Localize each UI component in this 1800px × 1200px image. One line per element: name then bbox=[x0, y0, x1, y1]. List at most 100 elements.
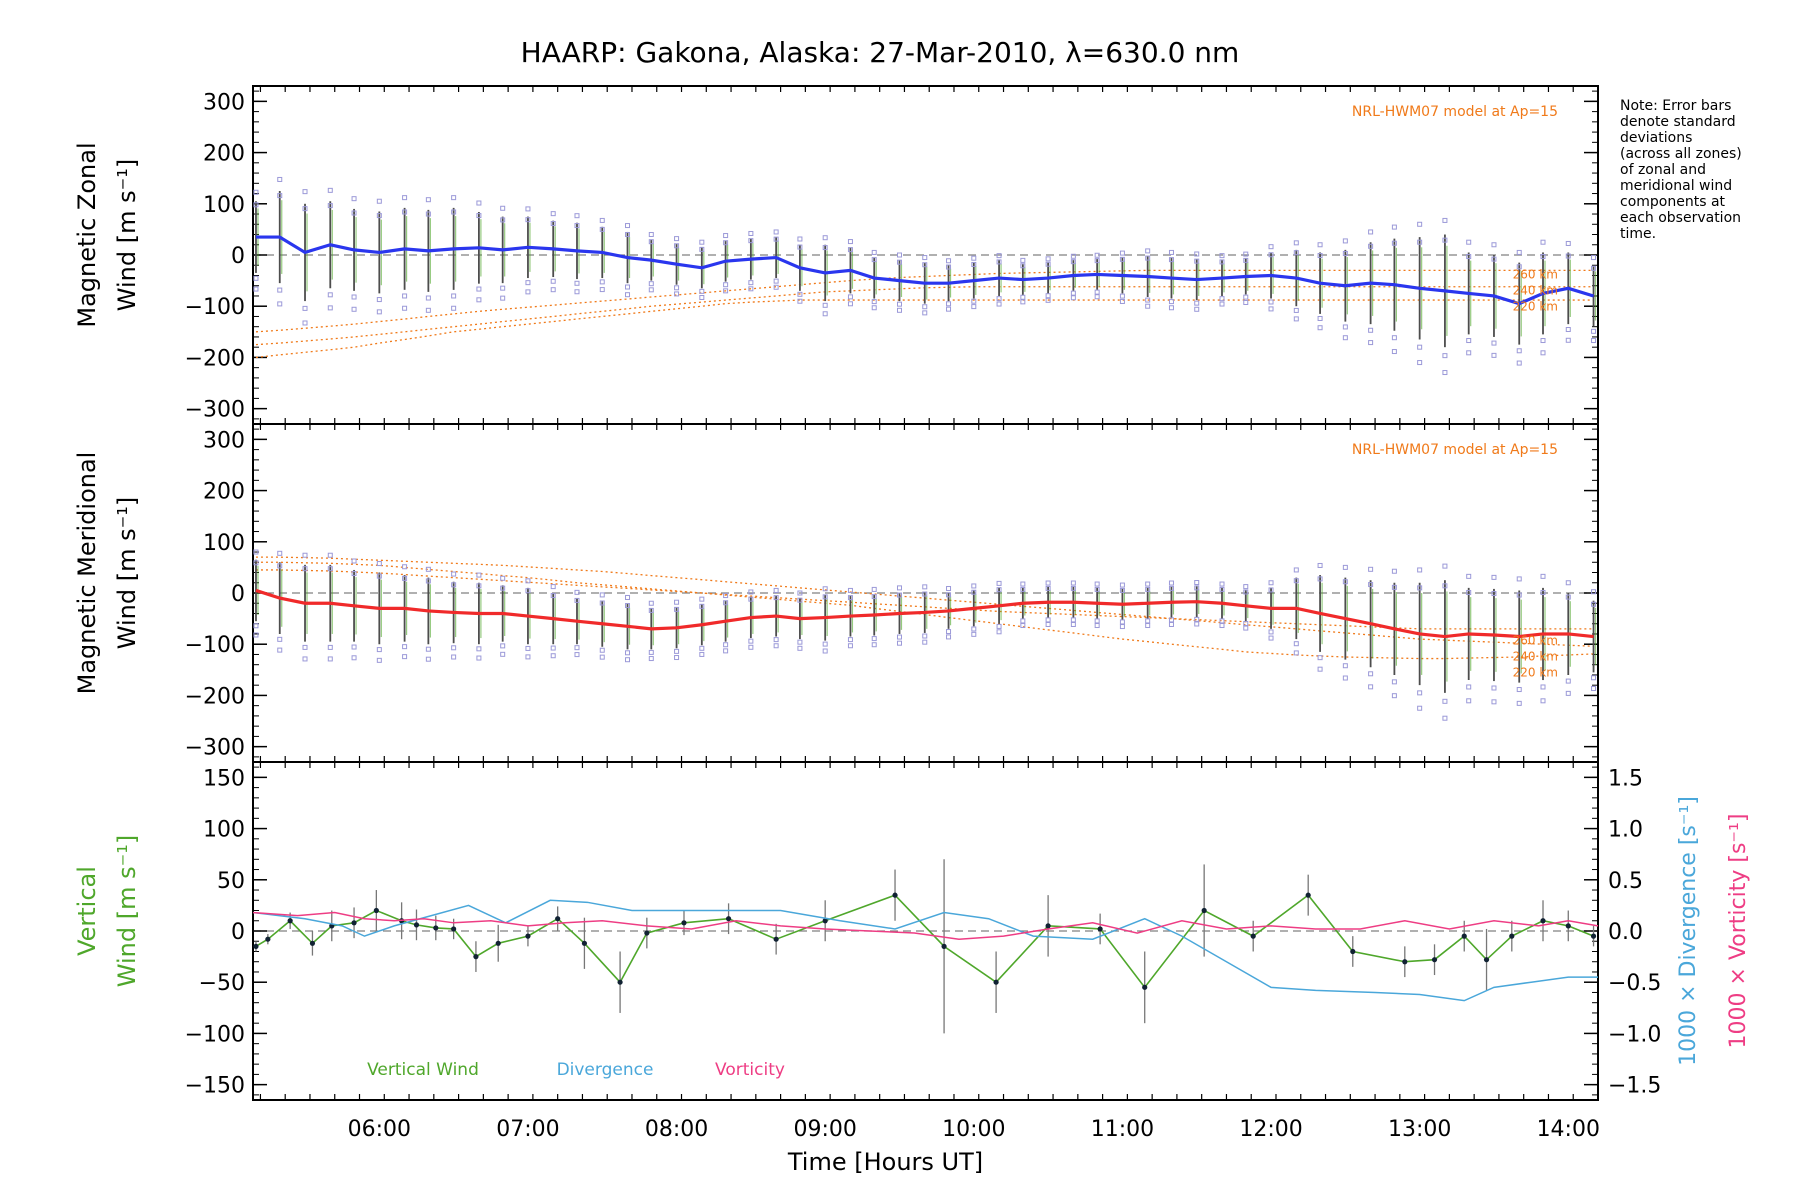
y-tick-label: 0 bbox=[231, 582, 245, 607]
scatter-sample bbox=[1466, 589, 1472, 595]
scatter-sample bbox=[699, 596, 705, 602]
y-tick-label: 100 bbox=[203, 531, 245, 556]
scatter-sample bbox=[625, 223, 631, 229]
scatter-sample bbox=[425, 295, 431, 301]
scatter-sample bbox=[1540, 350, 1546, 356]
scatter-sample bbox=[922, 310, 928, 316]
scatter-sample bbox=[1317, 666, 1323, 672]
note-line: meridional wind bbox=[1620, 178, 1732, 194]
scatter-sample bbox=[376, 561, 382, 567]
scatter-sample bbox=[1391, 224, 1397, 230]
scatter-sample bbox=[574, 652, 580, 658]
scatter-sample bbox=[574, 589, 580, 595]
vertical-wind-point bbox=[581, 940, 588, 946]
y-tick-label: −200 bbox=[185, 684, 245, 709]
scatter-sample bbox=[946, 258, 952, 264]
x-tick-label: 14:00 bbox=[1537, 1117, 1600, 1142]
scatter-sample bbox=[1368, 243, 1374, 249]
scatter-sample bbox=[1243, 251, 1249, 257]
scatter-sample bbox=[1516, 592, 1522, 598]
scatter-sample bbox=[1417, 567, 1423, 573]
scatter-sample bbox=[1516, 360, 1522, 366]
y2-tick-label: 1.0 bbox=[1608, 818, 1643, 843]
scatter-sample bbox=[797, 597, 803, 603]
scatter-sample bbox=[599, 600, 605, 606]
scatter-sample bbox=[1466, 254, 1472, 260]
scatter-sample bbox=[327, 305, 333, 311]
scatter-sample bbox=[1391, 693, 1397, 699]
model-curve-label: 240 km bbox=[1513, 283, 1558, 297]
scatter-sample bbox=[574, 213, 580, 219]
scatter-sample bbox=[302, 566, 308, 572]
scatter-sample bbox=[253, 189, 259, 195]
scatter-sample bbox=[1540, 684, 1546, 690]
scatter-sample bbox=[1045, 256, 1051, 262]
scatter-sample bbox=[971, 589, 977, 595]
y-tick-label: 150 bbox=[203, 766, 245, 791]
scatter-sample bbox=[1145, 586, 1151, 592]
scatter-sample bbox=[1094, 289, 1100, 295]
scatter-sample bbox=[277, 301, 283, 307]
scatter-sample bbox=[822, 648, 828, 654]
scatter-sample bbox=[896, 307, 902, 313]
scatter-sample bbox=[1368, 229, 1374, 235]
scatter-sample bbox=[1268, 629, 1274, 635]
y-axis-label: Vertical Wind [m s⁻¹] bbox=[73, 835, 141, 987]
scatter-sample bbox=[1094, 623, 1100, 629]
scatter-sample bbox=[451, 654, 457, 660]
y-tick-label: −100 bbox=[185, 1022, 245, 1047]
scatter-sample bbox=[1442, 370, 1448, 376]
scatter-sample bbox=[1194, 616, 1200, 622]
scatter-sample bbox=[1194, 251, 1200, 257]
scatter-sample bbox=[1565, 327, 1571, 333]
model-label: NRL-HWM07 model at Ap=15 bbox=[1352, 442, 1558, 458]
vertical-wind-point bbox=[253, 943, 259, 949]
scatter-sample bbox=[1491, 340, 1497, 346]
scatter-sample bbox=[699, 645, 705, 651]
scatter-sample bbox=[1368, 327, 1374, 333]
scatter-sample bbox=[648, 600, 654, 606]
scatter-sample bbox=[1591, 265, 1597, 271]
scatter-sample bbox=[748, 589, 754, 595]
scatter-sample bbox=[674, 243, 680, 249]
scatter-sample bbox=[1591, 338, 1597, 344]
y2-tick-label: 1.5 bbox=[1608, 766, 1643, 791]
scatter-sample bbox=[674, 599, 680, 605]
scatter-sample bbox=[723, 288, 729, 294]
scatter-sample bbox=[1194, 306, 1200, 312]
scatter-sample bbox=[674, 291, 680, 297]
scatter-sample bbox=[922, 304, 928, 310]
scatter-sample bbox=[476, 286, 482, 292]
x-tick-label: 07:00 bbox=[496, 1117, 559, 1142]
scatter-sample bbox=[1219, 259, 1225, 265]
vertical-wind-point bbox=[555, 916, 561, 922]
scatter-sample bbox=[599, 647, 605, 653]
scatter-sample bbox=[1565, 678, 1571, 684]
scatter-sample bbox=[896, 640, 902, 646]
vertical-wind-point bbox=[1431, 957, 1438, 963]
scatter-sample bbox=[1168, 305, 1174, 311]
y-tick-label: −200 bbox=[185, 346, 245, 371]
y2-axis-label: 1000 × Divergence [s⁻¹] bbox=[1676, 796, 1701, 1066]
scatter-sample bbox=[1540, 589, 1546, 595]
scatter-sample bbox=[773, 278, 779, 284]
legend-entry: Vertical Wind bbox=[367, 1060, 479, 1080]
scatter-sample bbox=[376, 573, 382, 579]
scatter-sample bbox=[1516, 264, 1522, 270]
scatter-sample bbox=[674, 236, 680, 242]
scatter-sample bbox=[425, 566, 431, 572]
scatter-sample bbox=[625, 650, 631, 656]
vertical-wind-point bbox=[525, 933, 531, 939]
scatter-sample bbox=[599, 226, 605, 232]
scatter-sample bbox=[1219, 301, 1225, 307]
scatter-sample bbox=[847, 247, 853, 253]
scatter-sample bbox=[773, 236, 779, 242]
scatter-sample bbox=[773, 284, 779, 290]
scatter-sample bbox=[1268, 299, 1274, 305]
scatter-sample bbox=[822, 311, 828, 317]
scatter-sample bbox=[1243, 620, 1249, 626]
scatter-sample bbox=[1417, 690, 1423, 696]
scatter-sample bbox=[451, 305, 457, 311]
vertical-wind-point bbox=[495, 940, 501, 946]
scatter-sample bbox=[1317, 576, 1323, 582]
